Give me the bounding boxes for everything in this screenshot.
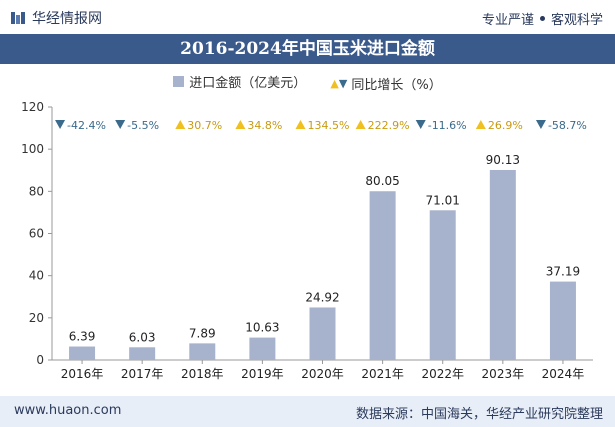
x-tick-label: 2018年 <box>181 367 224 381</box>
bar-value-label: 6.03 <box>129 330 156 344</box>
top-bar: 华经情报网 专业严谨 客观科学 <box>0 0 615 34</box>
x-tick-label: 2016年 <box>61 367 104 381</box>
growth-up-triangle-icon <box>355 120 366 129</box>
bar <box>549 281 576 360</box>
growth-label: 30.7% <box>187 119 222 132</box>
separator-dot-icon <box>539 16 545 21</box>
legend-label-amount: 进口金额（亿美元） <box>189 76 307 91</box>
bar-value-label: 10.63 <box>245 321 279 335</box>
legend-label-growth: 同比增长（%） <box>351 78 442 93</box>
growth-down-triangle-icon <box>415 120 426 129</box>
growth-label: -11.6% <box>428 119 467 132</box>
x-tick-label: 2022年 <box>421 367 464 381</box>
tagline-1: 专业严谨 <box>481 13 534 28</box>
tagline: 专业严谨 客观科学 <box>482 9 603 28</box>
bar <box>309 307 336 360</box>
bar <box>369 191 396 360</box>
bar <box>489 169 516 360</box>
legend-item-amount: 进口金额（亿美元） <box>173 72 306 91</box>
x-tick-label: 2019年 <box>241 367 284 381</box>
footer-source: 数据来源：中国海关，华经产业研究院整理 <box>355 407 603 422</box>
bar <box>129 347 156 360</box>
y-tick-label: 60 <box>29 227 44 241</box>
growth-up-triangle-icon <box>235 120 246 129</box>
brand-name: 华经情报网 <box>32 11 102 27</box>
growth-label: -58.7% <box>548 119 587 132</box>
bar-value-label: 80.05 <box>365 174 399 188</box>
bar <box>249 337 276 360</box>
brand-logo-icon <box>11 12 25 24</box>
growth-down-triangle-icon <box>55 120 66 129</box>
growth-label: 26.9% <box>488 119 523 132</box>
legend-up-triangle-icon: ▲ <box>330 77 339 90</box>
bar-value-label: 71.01 <box>426 193 460 207</box>
growth-up-triangle-icon <box>295 120 306 129</box>
growth-label: -42.4% <box>67 119 106 132</box>
y-tick-label: 20 <box>29 311 44 325</box>
bar-value-label: 37.19 <box>546 265 580 279</box>
x-tick-label: 2020年 <box>301 367 344 381</box>
growth-label: 134.5% <box>308 119 350 132</box>
y-tick-label: 80 <box>29 184 44 198</box>
bar <box>429 210 456 360</box>
x-tick-label: 2021年 <box>361 367 404 381</box>
x-tick-label: 2023年 <box>482 367 525 381</box>
growth-up-triangle-icon <box>475 120 486 129</box>
bar <box>69 346 96 360</box>
bar-value-label: 6.39 <box>69 330 96 344</box>
growth-label: 222.9% <box>368 119 410 132</box>
y-tick-label: 40 <box>29 269 44 283</box>
legend-swatch-bar-icon <box>173 76 185 87</box>
brand: 华经情报网 <box>10 8 102 28</box>
bar <box>189 343 216 360</box>
footer-website: www.huaon.com <box>14 403 122 418</box>
growth-label: 34.8% <box>247 119 282 132</box>
growth-up-triangle-icon <box>175 120 186 129</box>
legend: 进口金额（亿美元） ▲ ▼ 同比增长（%） <box>0 72 615 93</box>
growth-label: -5.5% <box>127 119 159 132</box>
growth-down-triangle-icon <box>115 120 126 129</box>
legend-item-growth: ▲ ▼ 同比增长（%） <box>330 74 441 93</box>
bar-value-label: 24.92 <box>305 290 339 304</box>
x-tick-label: 2024年 <box>542 367 585 381</box>
y-tick-label: 120 <box>21 100 44 114</box>
legend-down-triangle-icon: ▼ <box>338 77 348 90</box>
x-tick-label: 2017年 <box>121 367 164 381</box>
bar-value-label: 90.13 <box>486 153 520 167</box>
footer: www.huaon.com 数据来源：中国海关，华经产业研究院整理 <box>0 396 615 427</box>
y-tick-label: 0 <box>36 353 44 367</box>
bar-chart: 0 20 40 60 80 100 120 6.39 2016年 -42.4% 6.03 2017年 -… <box>21 100 593 381</box>
bar-value-label: 7.89 <box>189 326 216 340</box>
tagline-2: 客观科学 <box>550 13 603 28</box>
growth-down-triangle-icon <box>535 120 546 129</box>
chart-title: 2016-2024年中国玉米进口金额 <box>0 34 615 64</box>
y-tick-label: 100 <box>21 142 44 156</box>
